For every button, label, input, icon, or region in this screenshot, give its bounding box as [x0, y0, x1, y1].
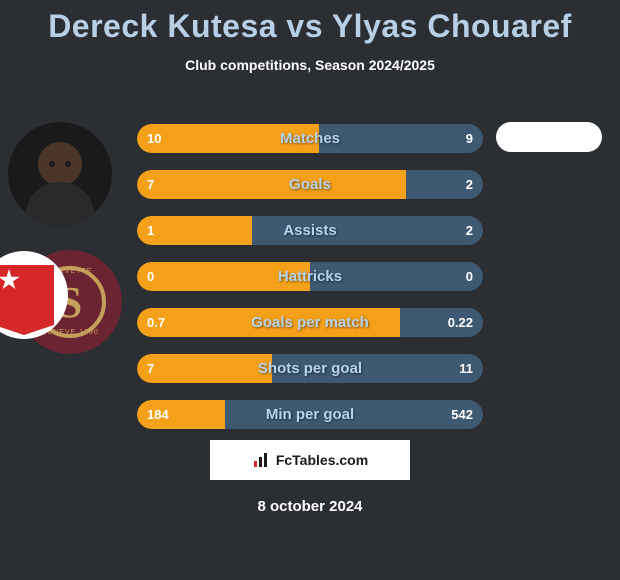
stat-value-left: 7 — [147, 170, 154, 199]
stat-value-right: 2 — [466, 216, 473, 245]
stat-row: Shots per goal7 11 — [137, 354, 483, 383]
stats-container: Matches109Goals72Assists12Hattricks00Goa… — [137, 124, 483, 446]
stat-value-right: 9 — [466, 124, 473, 153]
stat-value-left: 1 — [147, 216, 154, 245]
comparison-title: Dereck Kutesa vs Ylyas Chouaref — [0, 0, 620, 45]
stat-value-left: 184 — [147, 400, 169, 429]
player-right-avatar — [496, 122, 602, 152]
stat-row: Hattricks0 0 — [137, 262, 483, 291]
stat-value-left: 7 — [147, 354, 154, 383]
stat-value-right: 11 — [459, 354, 473, 383]
stat-row: Matches10 9 — [137, 124, 483, 153]
star-icon — [0, 269, 20, 291]
stat-label: Shots per goal — [137, 354, 483, 383]
stat-value-left: 0 — [147, 262, 154, 291]
stat-row: Assists1 2 — [137, 216, 483, 245]
stat-value-left: 0.7 — [147, 308, 165, 337]
footer-brand-text: FcTables.com — [276, 452, 368, 468]
stat-label: Matches — [137, 124, 483, 153]
footer-brand-box: FcTables.com — [210, 440, 410, 480]
stat-label: Min per goal — [137, 400, 483, 429]
stat-value-right: 0 — [466, 262, 473, 291]
stat-label: Assists — [137, 216, 483, 245]
stat-row: Goals per match0.7 0.22 — [137, 308, 483, 337]
stat-value-right: 542 — [451, 400, 473, 429]
stat-label: Hattricks — [137, 262, 483, 291]
stat-label: Goals per match — [137, 308, 483, 337]
chart-icon — [252, 451, 270, 469]
stat-value-right: 2 — [466, 170, 473, 199]
stat-label: Goals — [137, 170, 483, 199]
stat-row: Goals7 2 — [137, 170, 483, 199]
stat-row: Min per goal184 542 — [137, 400, 483, 429]
comparison-subtitle: Club competitions, Season 2024/2025 — [0, 57, 620, 73]
footer-date: 8 october 2024 — [0, 498, 620, 515]
stat-value-right: 0.22 — [448, 308, 473, 337]
player-left-avatar — [8, 122, 112, 226]
stat-value-left: 10 — [147, 124, 161, 153]
